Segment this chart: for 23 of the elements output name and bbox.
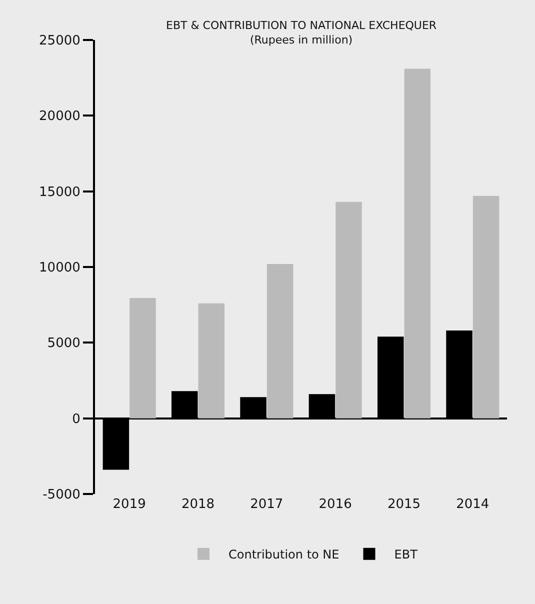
x-tick-label: 2016 — [318, 497, 352, 512]
y-tick-label: 5000 — [47, 336, 80, 352]
y-tick-label: -5000 — [42, 488, 80, 503]
x-tick-label: 2014 — [456, 497, 490, 512]
y-tick-label: 0 — [72, 412, 80, 427]
y-tick-label: 20000 — [39, 109, 80, 124]
y-tick-label: 25000 — [39, 34, 80, 49]
legend-label: Contribution to NE — [228, 548, 340, 562]
bar — [266, 264, 294, 418]
y-tick-label: 10000 — [39, 260, 80, 276]
bar — [472, 196, 500, 418]
legend-label: EBT — [394, 548, 418, 562]
x-tick-label: 2015 — [387, 497, 421, 512]
chart-subtitle: (Rupees in million) — [250, 33, 353, 46]
x-tick-label: 2019 — [112, 497, 146, 512]
x-tick-label: 2018 — [181, 497, 215, 512]
y-tick-label: 15000 — [39, 184, 80, 200]
bar — [404, 68, 431, 418]
bar — [198, 303, 225, 418]
x-tick-label: 2017 — [250, 497, 284, 512]
bar — [130, 298, 156, 418]
bar — [336, 202, 362, 418]
chart-title: EBT & CONTRIBUTION TO NATIONAL EXCHEQUER — [166, 19, 437, 32]
